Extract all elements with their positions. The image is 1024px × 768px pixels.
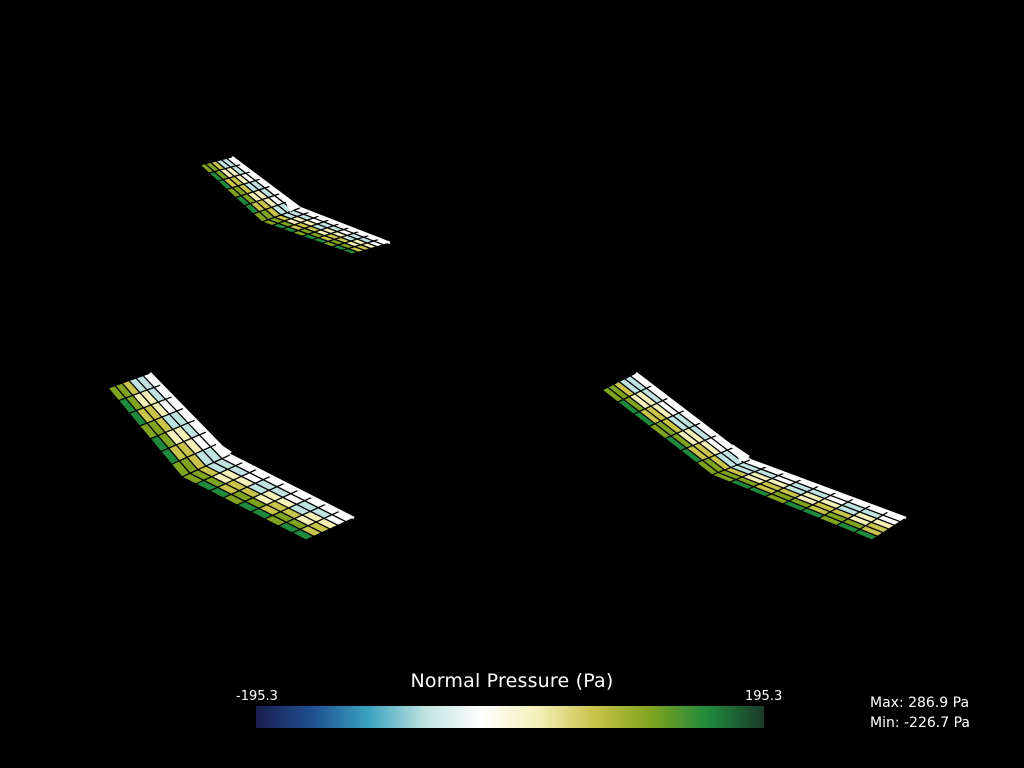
wing-root-fin (284, 198, 298, 212)
wing-leading-edge (749, 458, 907, 520)
pressure-stats: Max: 286.9 Pa Min: -226.7 Pa (870, 693, 970, 733)
max-pressure-label: Max: 286.9 Pa (870, 695, 970, 711)
colorbar (256, 706, 764, 728)
wing-leading-edge (635, 372, 751, 461)
wing-view-bottom-left[interactable] (106, 372, 356, 541)
colorbar-min-label: -195.3 (236, 689, 278, 704)
colorbar-title: Normal Pressure (Pa) (410, 670, 614, 692)
wing-view-top[interactable] (198, 156, 392, 255)
colorbar-max-label: 195.3 (745, 689, 783, 704)
wing-leading-edge (149, 372, 231, 456)
wing-view-bottom-right[interactable] (600, 372, 908, 541)
wing-leading-edge (231, 156, 301, 209)
wing-leading-edge (229, 453, 355, 520)
wing-leading-edge (299, 206, 391, 245)
min-pressure-label: Min: -226.7 Pa (870, 715, 970, 731)
wing-root-fin (214, 440, 232, 458)
wing-root-fin (732, 444, 750, 462)
